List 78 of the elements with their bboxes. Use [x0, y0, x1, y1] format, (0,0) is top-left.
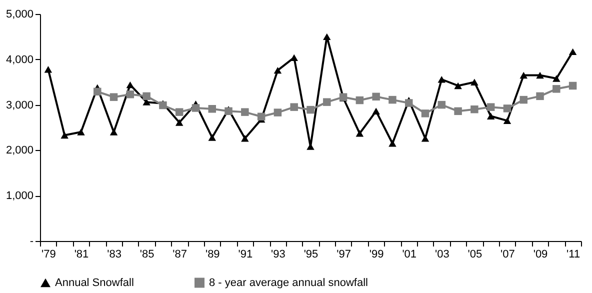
- point: [44, 66, 52, 73]
- point: [159, 101, 167, 110]
- x-tick-label: '03: [434, 248, 450, 260]
- x-tick-label: '83: [107, 248, 122, 260]
- point: [503, 117, 512, 124]
- point: [568, 82, 577, 90]
- point: [274, 108, 282, 116]
- y-tick-label: -: [30, 236, 34, 248]
- x-tick-label: '97: [336, 248, 351, 260]
- point: [536, 72, 544, 79]
- point: [372, 108, 380, 115]
- legend-label: Annual Snowfall: [55, 276, 134, 289]
- point: [486, 103, 495, 111]
- point: [552, 75, 560, 82]
- point: [438, 76, 446, 83]
- x-tick-label: '91: [238, 248, 253, 260]
- point: [323, 98, 331, 106]
- point: [454, 82, 462, 90]
- point: [126, 90, 134, 98]
- x-tick-label: '99: [369, 248, 384, 260]
- point: [77, 128, 85, 136]
- point: [208, 134, 216, 141]
- point: [126, 81, 134, 88]
- point: [421, 135, 430, 142]
- x-tick-label: '95: [304, 248, 318, 260]
- point: [470, 105, 478, 114]
- x-tick-label: '89: [205, 248, 220, 260]
- point: [486, 112, 495, 120]
- point: [568, 48, 577, 56]
- point: [110, 128, 118, 136]
- point: [552, 85, 560, 93]
- y-tick-label: 4,000: [6, 54, 34, 66]
- x-tick-label: '01: [402, 248, 417, 260]
- point: [536, 92, 544, 100]
- point: [241, 135, 249, 142]
- y-tick-label: 5,000: [6, 8, 34, 20]
- point: [192, 104, 200, 112]
- x-tick-label: '85: [140, 248, 154, 260]
- point: [454, 107, 462, 116]
- point: [503, 104, 512, 112]
- legend-label: 8 - year average annual snowfall: [209, 276, 368, 289]
- point: [290, 103, 298, 111]
- point: [274, 66, 282, 74]
- x-tick-label: '79: [42, 248, 56, 260]
- point: [356, 96, 364, 104]
- point: [470, 78, 478, 86]
- x-tick-label: '09: [533, 248, 548, 260]
- point: [520, 72, 528, 79]
- point: [306, 106, 314, 114]
- point: [372, 92, 380, 100]
- point: [421, 110, 430, 118]
- point: [94, 88, 102, 96]
- point: [356, 130, 364, 137]
- x-tick-label: '93: [271, 248, 286, 260]
- x-tick-label: '87: [172, 248, 188, 260]
- x-tick-label: '07: [500, 248, 515, 260]
- point: [224, 107, 232, 116]
- point: [175, 119, 184, 126]
- point: [175, 108, 184, 116]
- point: [520, 96, 528, 104]
- y-tick-label: 3,000: [6, 99, 34, 112]
- point: [241, 108, 249, 116]
- y-tick-label: 2,000: [6, 144, 34, 157]
- point: [257, 112, 266, 120]
- y-tick-label: 1,000: [6, 190, 34, 202]
- point: [110, 93, 118, 101]
- point: [388, 140, 396, 147]
- point: [404, 99, 413, 107]
- point: [323, 33, 331, 40]
- x-tick-label: '81: [74, 248, 89, 260]
- point: [60, 132, 68, 139]
- x-tick-label: '11: [566, 248, 580, 260]
- point: [388, 96, 396, 104]
- point: [208, 105, 216, 113]
- point: [290, 54, 298, 61]
- x-tick-label: '05: [468, 248, 482, 260]
- point: [142, 92, 150, 100]
- point: [438, 100, 446, 109]
